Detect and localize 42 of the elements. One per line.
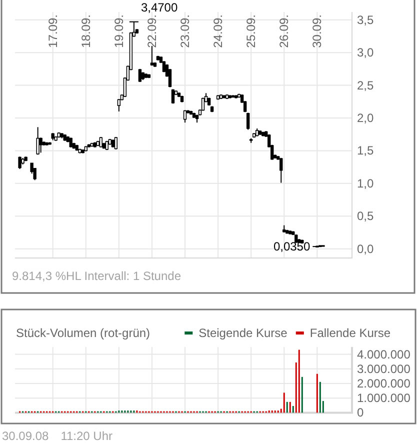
x-tick-label: 24.09. bbox=[211, 14, 226, 48]
text: 30.09.08 bbox=[2, 429, 50, 443]
candlestick bbox=[280, 157, 283, 184]
annotation: 0,0350 bbox=[273, 240, 310, 254]
candlestick bbox=[201, 97, 205, 112]
legend-label: Fallende Kurse bbox=[310, 326, 391, 340]
x-tick-label: 18.09. bbox=[78, 14, 93, 48]
text: 9.814,3 %HL Intervall: 1 Stunde bbox=[12, 269, 182, 283]
x-tick-label: 23.09. bbox=[178, 14, 192, 48]
text: 11:20 Uhr bbox=[60, 429, 113, 443]
y-tick-label: 4.000.000 bbox=[357, 347, 411, 362]
x-tick-label: 17.09. bbox=[46, 14, 60, 48]
y-tick-label: 1.000.000 bbox=[357, 391, 411, 406]
x-tick-label: 25.09. bbox=[244, 14, 258, 48]
y-tick-label: 1,5 bbox=[357, 144, 374, 158]
y-tick-label: 3,0 bbox=[357, 46, 374, 60]
candlestick bbox=[36, 126, 40, 156]
y-tick-label: 0,0 bbox=[357, 242, 374, 256]
annotation: 3,4700 bbox=[140, 0, 178, 14]
y-tick-label: 2,0 bbox=[357, 110, 374, 125]
y-tick-label: 3.000.000 bbox=[357, 362, 411, 376]
candlestick bbox=[114, 136, 118, 150]
y-tick-label: 3,5 bbox=[357, 12, 374, 27]
chart-title: Stück-Volumen (rot-grün) bbox=[16, 326, 150, 340]
y-tick-label: 1,0 bbox=[357, 176, 374, 190]
y-tick-label: 2,5 bbox=[357, 78, 374, 92]
x-tick-label: 30.09. bbox=[310, 14, 324, 48]
x-tick-label: 26.09. bbox=[277, 14, 292, 48]
candlestick bbox=[18, 156, 22, 170]
candlestick bbox=[150, 46, 154, 66]
legend-label: Steigende Kurse bbox=[198, 326, 288, 340]
y-tick-label: 0,5 bbox=[357, 209, 374, 224]
x-tick-label: 19.09. bbox=[112, 14, 126, 48]
x-tick-label: 22.09. bbox=[144, 14, 159, 48]
candlestick bbox=[117, 98, 121, 112]
candlestick bbox=[183, 110, 187, 124]
candlestick bbox=[39, 137, 42, 154]
candlestick bbox=[171, 88, 175, 104]
candlestick bbox=[246, 112, 250, 130]
y-tick-label: 2.000.000 bbox=[357, 376, 411, 390]
candlestick bbox=[69, 137, 72, 148]
y-tick-label: 0 bbox=[357, 406, 364, 420]
